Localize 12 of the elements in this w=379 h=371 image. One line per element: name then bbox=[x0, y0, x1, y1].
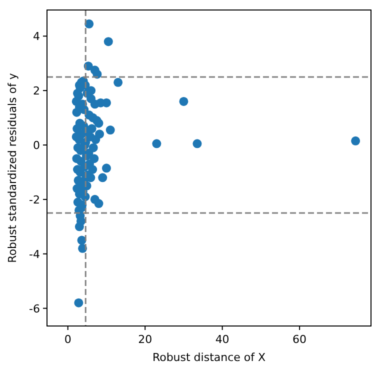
y-axis-title: Robust standardized residuals of y bbox=[6, 72, 19, 263]
x-tick-label: 0 bbox=[64, 333, 72, 346]
y-tick-label: -6 bbox=[29, 302, 40, 316]
x-tick-label: 20 bbox=[138, 333, 152, 346]
x-tick-label: 60 bbox=[292, 333, 307, 346]
x-axis-title: Robust distance of X bbox=[152, 351, 266, 364]
y-tick-label: 4 bbox=[33, 30, 40, 44]
x-tick-label: 40 bbox=[215, 333, 230, 346]
y-tick-label: 2 bbox=[33, 84, 40, 98]
y-tick-label: -4 bbox=[29, 248, 40, 261]
y-tick-label: -2 bbox=[29, 193, 40, 206]
y-tick-label: 0 bbox=[33, 139, 40, 152]
